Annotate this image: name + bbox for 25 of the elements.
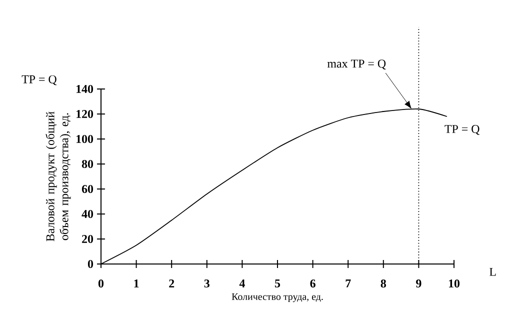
y-axis-title: Валовой продукт (общий объем производства), ед. [46,112,71,242]
x-axis-title: Количество труда, ед. [232,293,323,302]
annotation: max TP = Q [327,60,386,70]
x-tick-label: 10 [448,279,460,288]
x-tick-label: 8 [380,279,386,288]
text: L [490,268,496,276]
x-tick-label: 7 [346,279,351,288]
y-tick-label: 40 [82,210,94,218]
x-tick-label: 4 [239,279,245,288]
x-tick-label: 3 [204,279,210,288]
y-tick-label: 120 [76,110,94,118]
x-tick-label: 6 [310,279,316,288]
y-tick-label: 140 [76,84,94,94]
y-tick-label: 20 [82,234,94,244]
x-tick-label: 2 [169,279,174,288]
x-tick-label: 1 [134,279,139,288]
x-tick-label: 9 [416,279,422,288]
text: TP = Q [22,75,57,86]
y-tick-label: 60 [82,184,94,194]
x-tick-label: 5 [274,279,280,288]
series-label: TP = Q [444,125,480,135]
y-tick-label: 0 [88,260,94,268]
y-tick-label: 100 [76,134,94,144]
x-tick-label: 0 [98,279,104,288]
y-tick-label: 80 [82,160,94,168]
